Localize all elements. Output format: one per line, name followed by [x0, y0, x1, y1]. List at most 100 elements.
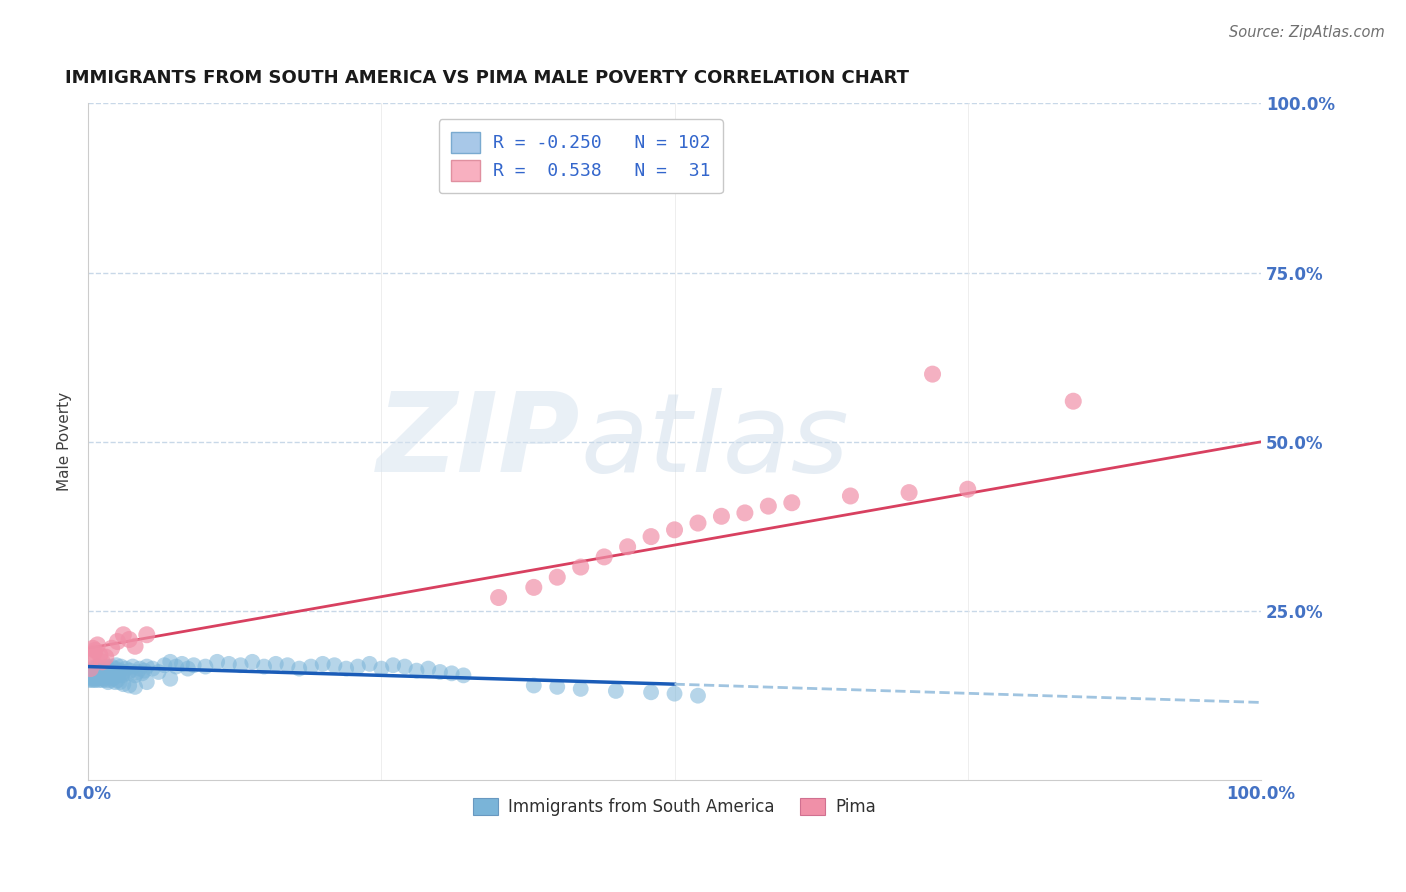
Point [956, 482, 979, 496]
Point [91, 673, 114, 687]
Point [104, 662, 127, 676]
Point [229, 658, 252, 673]
Point [288, 662, 311, 676]
Point [94, 650, 117, 665]
Point [89, 648, 111, 662]
Point [89, 668, 111, 682]
Point [104, 675, 127, 690]
Point [91, 655, 114, 669]
Point [335, 662, 357, 676]
Point [839, 489, 862, 503]
Point [79, 662, 101, 676]
Point [112, 677, 135, 691]
Point [121, 659, 143, 673]
Point [734, 506, 756, 520]
Point [640, 530, 662, 544]
Point [84, 666, 107, 681]
Point [128, 662, 150, 676]
Point [120, 664, 142, 678]
Point [686, 516, 709, 530]
Point [159, 655, 181, 669]
Point [323, 658, 346, 673]
Point [112, 665, 135, 679]
Point [405, 664, 427, 678]
Point [780, 496, 803, 510]
Text: ZIP: ZIP [377, 388, 581, 495]
Point [86, 672, 108, 686]
Point [453, 668, 475, 682]
Point [686, 689, 709, 703]
Point [569, 681, 592, 696]
Point [93, 668, 115, 682]
Point [710, 509, 733, 524]
Point [100, 664, 122, 678]
Point [87, 673, 110, 687]
Legend: Immigrants from South America, Pima: Immigrants from South America, Pima [467, 791, 883, 822]
Point [921, 367, 943, 381]
Point [1062, 394, 1084, 409]
Point [97, 675, 120, 690]
Point [82, 641, 104, 656]
Point [90, 670, 112, 684]
Y-axis label: Male Poverty: Male Poverty [58, 392, 72, 491]
Point [100, 641, 122, 656]
Point [107, 673, 129, 687]
Point [240, 655, 263, 669]
Point [83, 672, 105, 686]
Point [93, 664, 115, 678]
Point [101, 672, 124, 686]
Point [359, 657, 381, 671]
Point [86, 638, 108, 652]
Point [79, 673, 101, 687]
Point [93, 672, 115, 686]
Point [218, 657, 240, 671]
Point [124, 640, 146, 654]
Point [80, 665, 103, 679]
Point [488, 591, 510, 605]
Point [80, 651, 103, 665]
Point [110, 659, 132, 673]
Point [569, 560, 592, 574]
Point [312, 657, 335, 671]
Point [84, 643, 107, 657]
Point [170, 657, 193, 671]
Point [90, 662, 112, 676]
Point [165, 659, 187, 673]
Point [84, 673, 107, 687]
Point [370, 662, 392, 676]
Point [103, 665, 125, 679]
Point [177, 662, 200, 676]
Point [382, 658, 405, 673]
Point [546, 570, 568, 584]
Point [523, 580, 546, 594]
Point [418, 662, 440, 676]
Point [127, 665, 149, 679]
Point [86, 659, 108, 673]
Point [205, 655, 228, 669]
Point [299, 659, 322, 673]
Point [82, 673, 104, 687]
Point [94, 673, 117, 687]
Point [107, 634, 129, 648]
Point [108, 664, 131, 678]
Point [79, 672, 101, 686]
Point [118, 679, 141, 693]
Point [523, 679, 546, 693]
Point [108, 675, 131, 690]
Point [546, 680, 568, 694]
Text: atlas: atlas [581, 388, 849, 495]
Point [440, 666, 463, 681]
Point [100, 673, 122, 687]
Point [664, 687, 686, 701]
Point [640, 685, 662, 699]
Point [124, 668, 146, 682]
Point [118, 632, 141, 647]
Point [124, 680, 146, 694]
Point [96, 659, 118, 673]
Point [394, 659, 416, 673]
Point [756, 499, 779, 513]
Point [135, 659, 157, 673]
Point [97, 662, 120, 676]
Point [117, 666, 139, 681]
Point [183, 658, 205, 673]
